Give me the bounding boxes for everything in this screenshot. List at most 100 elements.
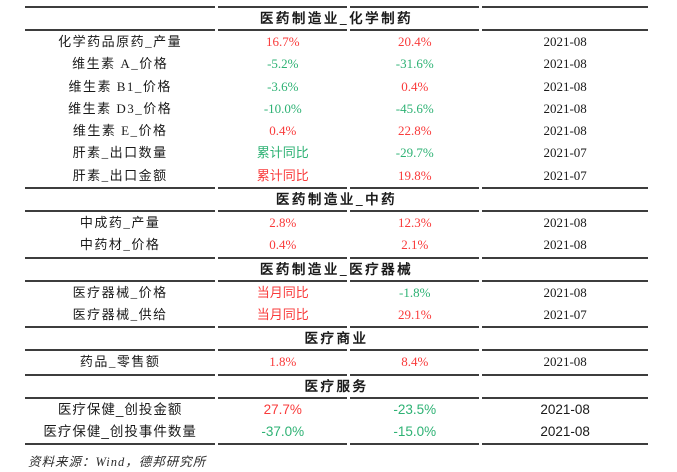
table-row: 维生素 D3_价格 -10.0% -45.6% 2021-08 (25, 98, 648, 120)
rule-segment (218, 396, 348, 399)
value-primary: -5.2% (267, 56, 299, 72)
rule-segment (482, 279, 648, 282)
indicator-name: 肝素_出口金额 (72, 167, 168, 183)
table-row: 中药材_价格 0.4% 2.1% 2021-08 (25, 234, 648, 256)
indicator-name: 医疗器械_价格 (72, 284, 168, 300)
date: 2021-08 (540, 401, 590, 417)
section-title: 医药制造业_医疗器械 (259, 261, 414, 277)
rule-segment (482, 396, 648, 399)
value-secondary: 2.1% (401, 237, 429, 253)
value-secondary: 12.3% (397, 215, 432, 231)
rule-segment (25, 396, 216, 399)
rule-segment (218, 373, 348, 376)
rule-segment (482, 210, 648, 213)
rule-segment (25, 256, 216, 259)
rule-segment (25, 443, 216, 446)
value-primary: 当月同比 (256, 284, 309, 300)
date: 2021-08 (543, 354, 587, 370)
value-secondary: -15.0% (393, 423, 437, 439)
value-primary: 1.8% (269, 354, 297, 370)
rule-segment (350, 187, 480, 190)
section-title: 医疗商业 (304, 331, 369, 347)
section-title: 医药制造业_化学制药 (259, 11, 414, 26)
rule-segment (25, 326, 216, 329)
rule-segment (350, 210, 480, 213)
value-secondary: 0.4% (401, 78, 429, 94)
value-primary: 累计同比 (256, 145, 309, 161)
horizontal-rule (25, 349, 648, 352)
date: 2021-07 (543, 306, 587, 322)
horizontal-rule (25, 373, 648, 376)
value-primary: 0.4% (269, 123, 297, 139)
rule-segment (350, 396, 480, 399)
value-primary: 累计同比 (256, 167, 309, 183)
horizontal-rule (25, 396, 648, 399)
date: 2021-08 (543, 215, 587, 231)
indicator-name: 药品_零售额 (79, 354, 161, 370)
rule-segment (482, 373, 648, 376)
rule-segment (482, 29, 648, 31)
horizontal-rule (25, 210, 648, 213)
section-title: 医药制造业_中药 (275, 192, 398, 208)
table-row: 药品_零售额 1.8% 8.4% 2021-08 (25, 351, 648, 373)
date: 2021-08 (543, 78, 587, 94)
value-secondary: -23.5% (393, 401, 437, 417)
date: 2021-08 (543, 100, 587, 116)
value-secondary: 20.4% (397, 34, 432, 49)
rule-segment (218, 187, 348, 190)
table-row: 医疗保健_创投金额 27.7% -23.5% 2021-08 (25, 399, 648, 421)
rule-segment (25, 279, 216, 282)
rule-segment (25, 210, 216, 213)
indicator-name: 医疗保健_创投事件数量 (43, 423, 197, 439)
rule-segment (350, 29, 480, 31)
table-row: 医疗器械_价格 当月同比 -1.8% 2021-08 (25, 282, 648, 304)
horizontal-rule (25, 443, 648, 446)
indicator-name: 维生素 A_价格 (72, 56, 169, 72)
value-primary: 2.8% (269, 215, 297, 231)
table-row: 医疗器械_供给 当月同比 29.1% 2021-07 (25, 304, 648, 326)
value-primary: -3.6% (267, 78, 299, 94)
value-primary: 16.7% (266, 34, 300, 49)
table-row: 维生素 E_价格 0.4% 22.8% 2021-08 (25, 120, 648, 142)
indicator-name: 中成药_产量 (79, 215, 161, 231)
rule-segment (482, 256, 648, 259)
value-secondary: -31.6% (395, 56, 434, 72)
indicator-name: 维生素 B1_价格 (68, 78, 172, 94)
rule-segment (25, 373, 216, 376)
table-row: 肝素_出口数量 累计同比 -29.7% 2021-07 (25, 142, 648, 164)
rule-segment (218, 29, 348, 31)
table-row: 肝素_出口金额 累计同比 19.8% 2021-07 (25, 165, 648, 187)
horizontal-rule (25, 256, 648, 259)
rule-segment (218, 326, 348, 329)
table-row: 维生素 A_价格 -5.2% -31.6% 2021-08 (25, 53, 648, 75)
horizontal-rule (25, 187, 648, 190)
rule-segment (350, 349, 480, 352)
rule-segment (218, 256, 348, 259)
rule-segment (218, 349, 348, 352)
rule-segment (482, 326, 648, 329)
rule-segment (350, 443, 480, 446)
horizontal-rule (25, 6, 648, 8)
rule-segment (218, 210, 348, 213)
value-secondary: -29.7% (395, 145, 434, 161)
value-secondary: -1.8% (399, 284, 431, 300)
horizontal-rule (25, 29, 648, 31)
value-secondary: 8.4% (401, 354, 429, 370)
rule-segment (25, 349, 216, 352)
rule-segment (350, 256, 480, 259)
value-secondary: -45.6% (395, 100, 434, 116)
table-row: 医疗保健_创投事件数量 -37.0% -15.0% 2021-08 (25, 421, 648, 443)
date: 2021-08 (543, 123, 587, 139)
table-row: 维生素 B1_价格 -3.6% 0.4% 2021-08 (25, 76, 648, 98)
rule-segment (482, 187, 648, 190)
rule-segment (482, 349, 648, 352)
rule-segment (350, 279, 480, 282)
horizontal-rule (25, 279, 648, 282)
indicator-name: 维生素 E_价格 (72, 123, 168, 139)
rule-segment (218, 279, 348, 282)
rule-segment (350, 326, 480, 329)
rule-segment (482, 443, 648, 446)
date: 2021-08 (543, 284, 587, 300)
value-secondary: 22.8% (397, 123, 432, 139)
value-primary: 当月同比 (256, 306, 309, 322)
